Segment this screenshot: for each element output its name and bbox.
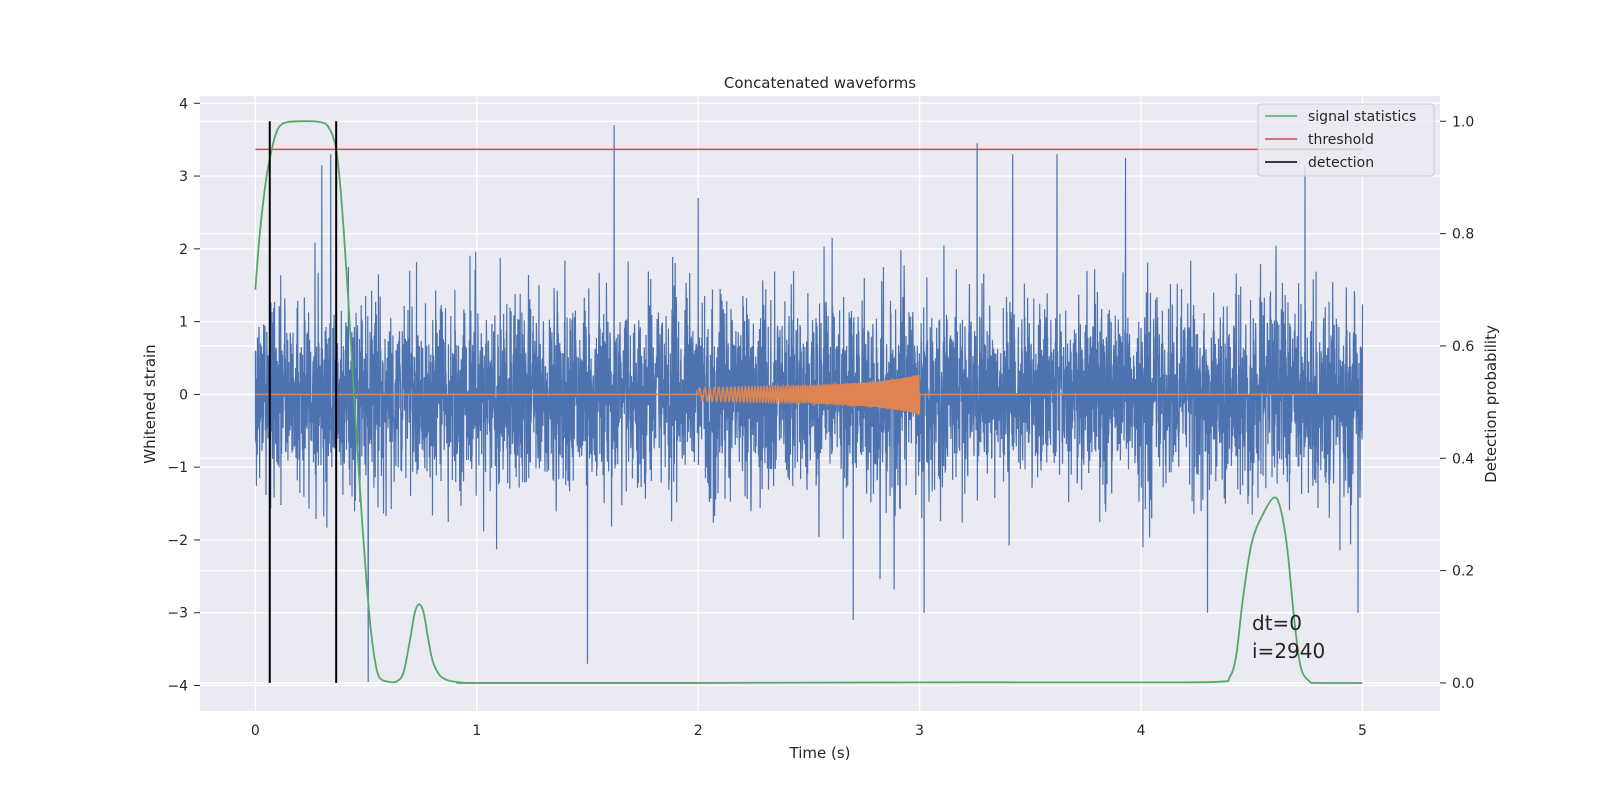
y-tick-label: 4 bbox=[179, 96, 188, 112]
y2-tick-label: 0.8 bbox=[1452, 227, 1474, 243]
y-tick-label: −4 bbox=[167, 679, 188, 695]
x-tick-label: 5 bbox=[1358, 723, 1367, 739]
y-axis-label: Whitened strain bbox=[141, 344, 159, 463]
x-tick-label: 0 bbox=[251, 723, 260, 739]
x-tick-label: 1 bbox=[472, 723, 481, 739]
y-tick-label: 0 bbox=[179, 387, 188, 403]
y2-tick-label: 0.4 bbox=[1452, 451, 1474, 467]
y2-tick-label: 0.6 bbox=[1452, 339, 1474, 355]
x-tick-label: 2 bbox=[694, 723, 703, 739]
y-tick-label: 2 bbox=[179, 242, 188, 258]
y-tick-label: 1 bbox=[179, 315, 188, 331]
annotation-index: i=2940 bbox=[1252, 639, 1325, 663]
annotation-dt: dt=0 bbox=[1252, 611, 1302, 635]
x-axis-label: Time (s) bbox=[789, 744, 851, 762]
y2-tick-label: 1.0 bbox=[1452, 114, 1474, 130]
y2-axis-label: Detection probability bbox=[1482, 325, 1500, 483]
legend-threshold-label: threshold bbox=[1308, 132, 1374, 148]
x-tick-label: 4 bbox=[1137, 723, 1146, 739]
y-tick-label: 3 bbox=[179, 169, 188, 185]
y-tick-label: −2 bbox=[167, 533, 188, 549]
strain-series bbox=[254, 125, 1364, 682]
y-tick-label: −1 bbox=[167, 460, 188, 476]
y-tick-label: −3 bbox=[167, 606, 188, 622]
annotations: dt=0 i=2940 bbox=[1252, 611, 1325, 663]
x-tick-label: 3 bbox=[915, 723, 924, 739]
signal-statistics-series bbox=[254, 120, 1363, 684]
series-layer bbox=[254, 120, 1364, 684]
y2-axis-ticks: 0.0 0.2 0.4 0.6 0.8 1.0 bbox=[1440, 114, 1474, 692]
template-series bbox=[255, 373, 1363, 417]
chart-title: Concatenated waveforms bbox=[724, 74, 916, 92]
y-axis-ticks: −4 −3 −2 −1 0 1 2 3 4 bbox=[167, 96, 200, 695]
y2-tick-label: 0.0 bbox=[1452, 676, 1474, 692]
legend-box bbox=[1257, 103, 1435, 177]
legend: signal statistics threshold detection bbox=[1257, 103, 1435, 177]
legend-detection-label: detection bbox=[1308, 155, 1374, 171]
x-axis-ticks: 0 1 2 3 4 5 bbox=[251, 723, 1367, 739]
y2-tick-label: 0.2 bbox=[1452, 564, 1474, 580]
legend-signal-label: signal statistics bbox=[1308, 109, 1416, 125]
